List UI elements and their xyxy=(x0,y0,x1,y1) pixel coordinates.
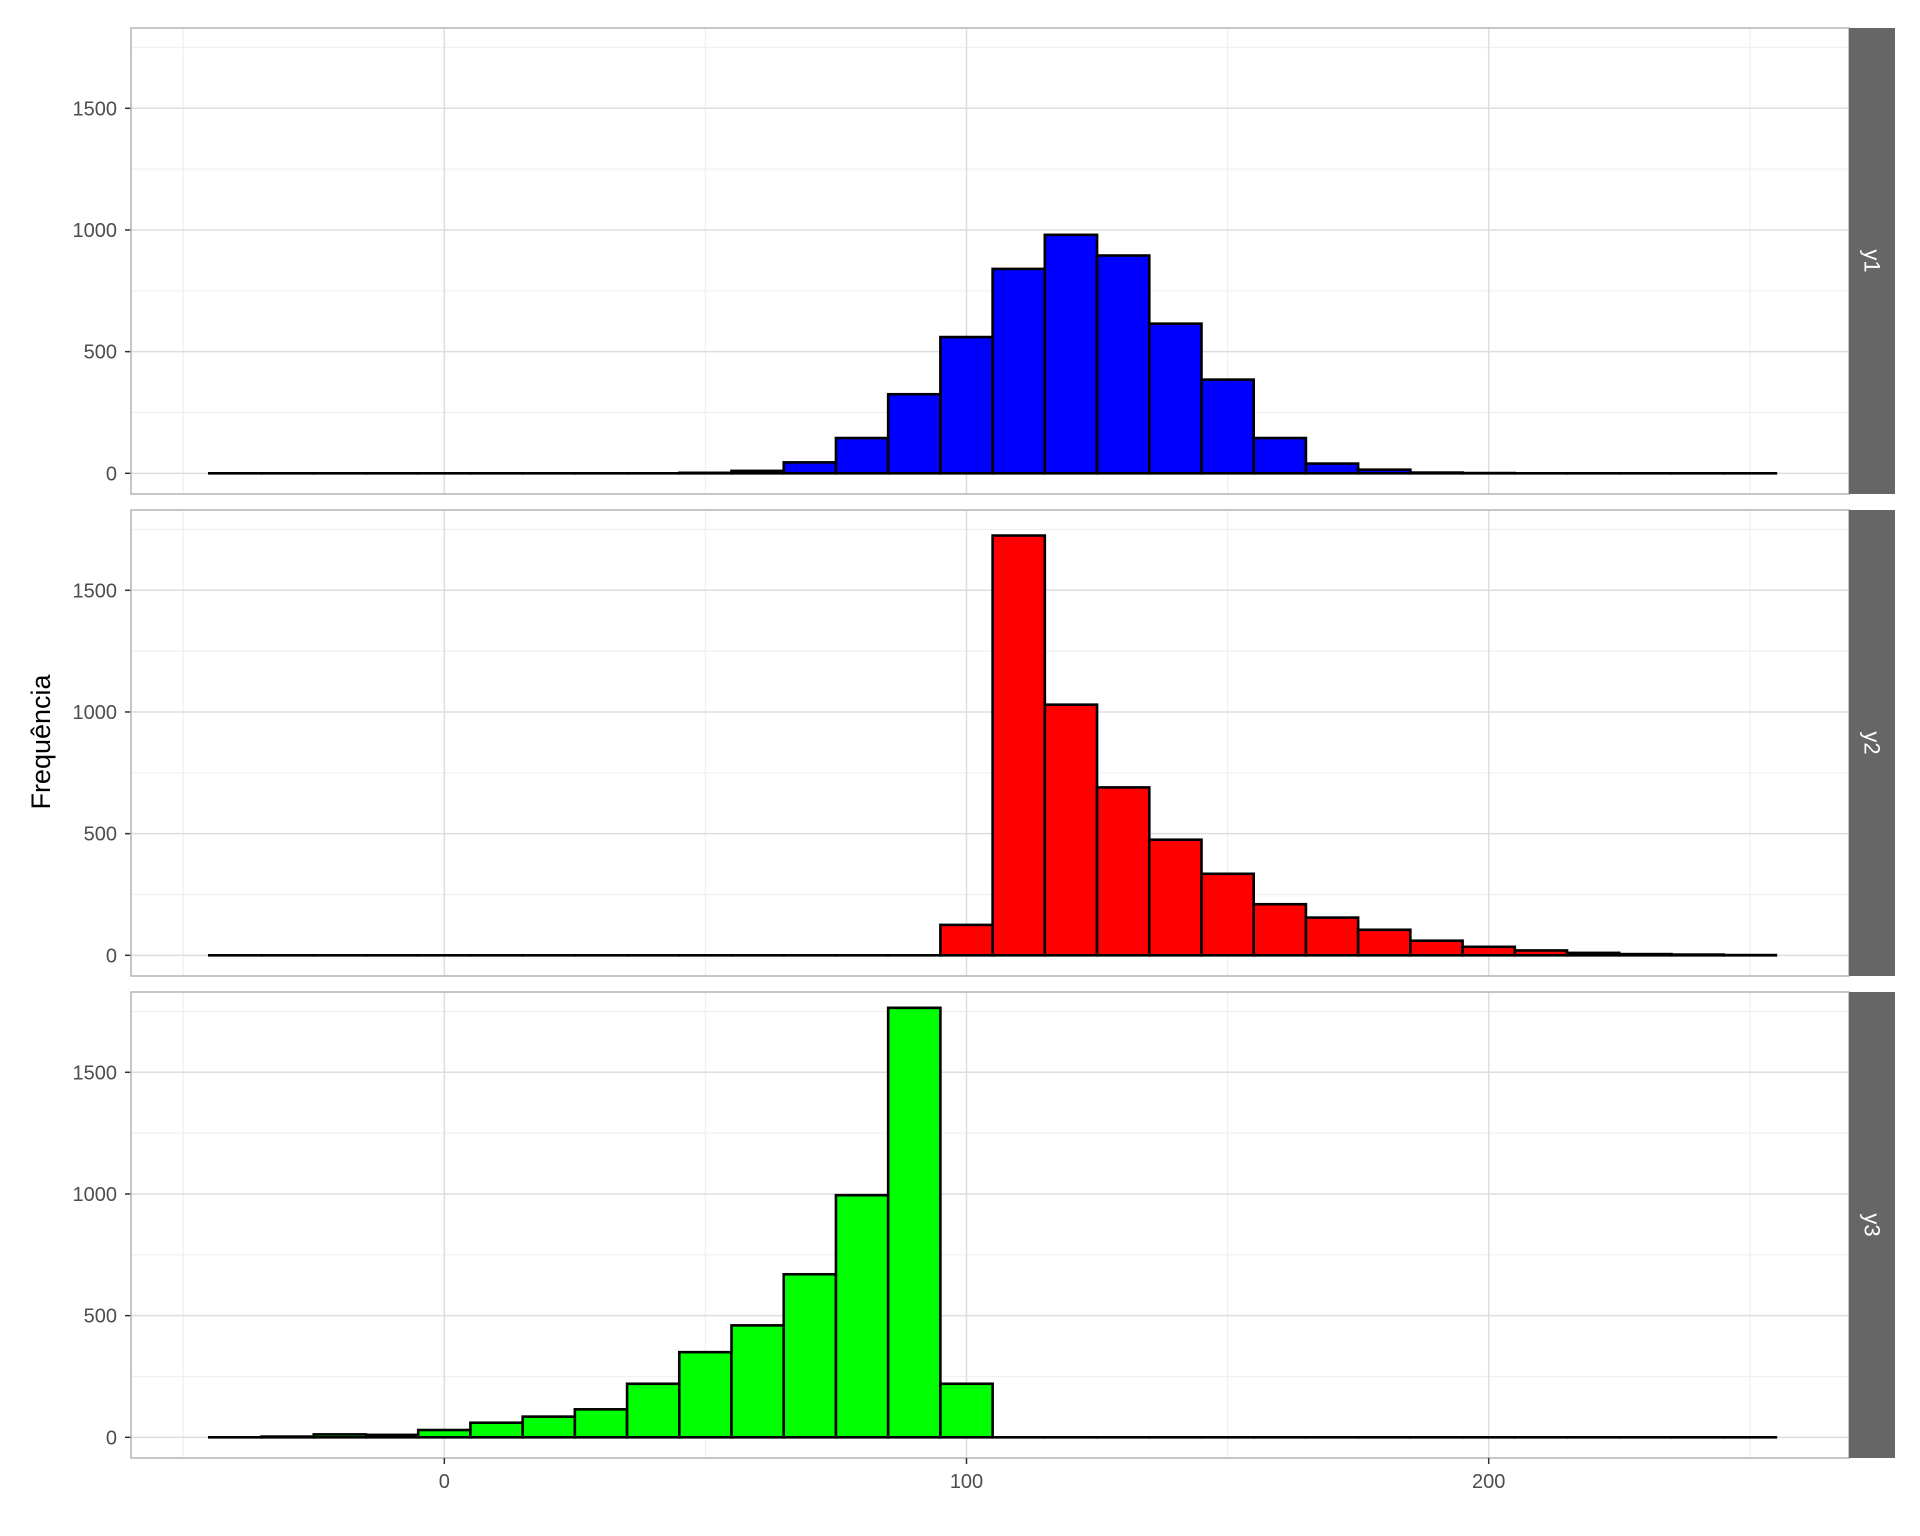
y-tick-label: 1500 xyxy=(73,580,118,602)
histogram-bar xyxy=(1252,902,1308,957)
bars-y3 xyxy=(208,1006,1778,1439)
x-tick-label: 0 xyxy=(439,1471,450,1493)
histogram-bar xyxy=(521,1415,577,1439)
histogram-bar xyxy=(834,436,890,475)
histogram-bar xyxy=(730,1324,786,1439)
facet-panel-y2: 0 500 1000 1500 y2 xyxy=(73,509,1895,977)
y-tick-label: 1000 xyxy=(73,1184,118,1206)
histogram-bar xyxy=(573,1408,629,1439)
histogram-bar xyxy=(1095,786,1151,957)
histogram-bar xyxy=(1409,471,1464,475)
histogram-bar xyxy=(991,534,1047,957)
facet-strip xyxy=(1849,992,1895,1458)
histogram-bar xyxy=(1147,838,1203,957)
y-tick-label: 1000 xyxy=(73,220,118,242)
y-tick-label: 1000 xyxy=(73,702,118,724)
histogram-bar xyxy=(939,335,994,475)
facet-panels: 0 500 1000 1500 y1 0 500 1000 1500 y2 0 500 1000 1500… xyxy=(73,27,1895,1459)
histogram-bar xyxy=(1043,233,1099,475)
y-tick-label: 0 xyxy=(106,1427,117,1449)
histogram-bar xyxy=(677,1350,733,1439)
histogram-bar xyxy=(260,1435,316,1439)
facet-strip xyxy=(1849,510,1895,976)
histogram-bar xyxy=(364,1433,420,1439)
histogram-bar xyxy=(782,461,838,475)
histogram-bar xyxy=(416,1428,472,1439)
histogram-bar xyxy=(730,469,786,475)
x-axis: 0 100 200 xyxy=(439,1458,1505,1493)
histogram-bar xyxy=(1461,945,1517,957)
facet-strip xyxy=(1849,28,1895,494)
histogram-bar xyxy=(1200,378,1256,475)
histogram-bar xyxy=(886,1006,942,1439)
histogram-bar xyxy=(1095,254,1151,475)
histogram-bar xyxy=(1200,872,1256,957)
histogram-bar xyxy=(939,923,994,957)
bars-y2 xyxy=(208,534,1778,957)
x-tick-label: 200 xyxy=(1472,1471,1505,1493)
facet-strip-label: y2 xyxy=(1860,731,1885,754)
y-axis-title: Frequência xyxy=(26,673,56,809)
panel-background xyxy=(131,510,1849,976)
histogram-bar xyxy=(1617,952,1673,957)
y-tick-label: 0 xyxy=(106,463,117,485)
histogram-bar xyxy=(939,1382,994,1439)
histogram-bar xyxy=(625,1382,681,1439)
facet-panel-y1: 0 500 1000 1500 y1 xyxy=(73,27,1895,495)
y-tick-label: 500 xyxy=(84,1306,117,1328)
histogram-bar xyxy=(1409,939,1464,957)
histogram-bar xyxy=(1304,462,1360,475)
x-tick-label: 100 xyxy=(950,1471,983,1493)
histogram-bar xyxy=(1565,951,1621,957)
facet-strip-label: y3 xyxy=(1860,1213,1885,1236)
histogram-bar xyxy=(1147,322,1203,475)
y-tick-label: 500 xyxy=(84,342,117,364)
histogram-bar xyxy=(1513,949,1569,957)
bars-y1 xyxy=(208,233,1778,475)
y-tick-label: 500 xyxy=(84,824,117,846)
histogram-bar xyxy=(1304,916,1360,957)
histogram-bar xyxy=(469,1421,524,1439)
facet-panel-y3: 0 500 1000 1500 y3 xyxy=(73,991,1895,1459)
histogram-bar xyxy=(1670,953,1725,957)
histogram-bar xyxy=(834,1193,890,1439)
y-tick-label: 0 xyxy=(106,945,117,967)
y-tick-label: 1500 xyxy=(73,1062,118,1084)
histogram-bar xyxy=(312,1433,368,1439)
facet-strip-label: y1 xyxy=(1860,249,1885,272)
histogram-bar xyxy=(782,1272,838,1439)
histogram-bar xyxy=(1043,703,1099,957)
histogram-bar xyxy=(886,392,942,475)
histogram-bar xyxy=(1356,928,1412,957)
histogram-bar xyxy=(1356,468,1412,475)
panel-background xyxy=(131,992,1849,1458)
y-tick-label: 1500 xyxy=(73,98,118,120)
histogram-bar xyxy=(991,267,1047,475)
histogram-bar xyxy=(1252,436,1308,475)
